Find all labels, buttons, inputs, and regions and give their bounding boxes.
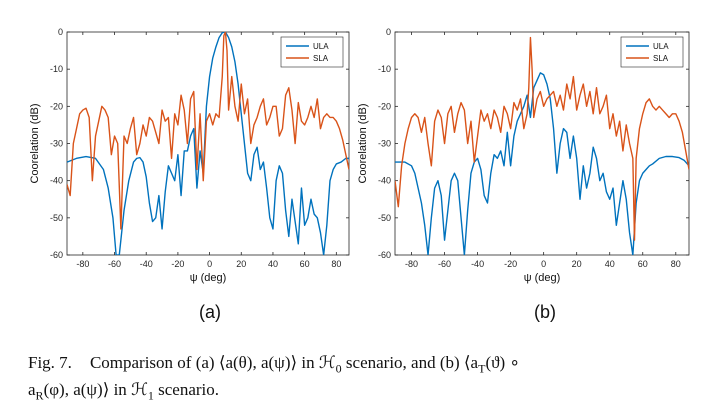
x-tick-label: 0 (207, 259, 212, 269)
caption-h0-sub: 0 (335, 361, 342, 376)
x-tick-label: -80 (405, 259, 418, 269)
y-tick-label: -40 (378, 176, 391, 186)
legend: ULA SLA (280, 36, 344, 68)
y-tick-label: -50 (378, 213, 391, 223)
caption-text-d: a (28, 380, 36, 400)
legend-label-sla: SLA (313, 54, 329, 63)
y-tick-label: -10 (378, 64, 391, 74)
x-tick-label: 20 (572, 259, 582, 269)
panel-label: (b) (534, 302, 556, 322)
caption-h1: ℋ (131, 380, 148, 400)
x-tick-label: -60 (108, 259, 121, 269)
caption-text-e: (φ), a(ψ)⟩ in (43, 380, 132, 400)
chart-panel-a: -80 -60 -40 -20 0 20 40 60 80 0 -10 -20 -30 -40 -50 -60… (29, 27, 350, 322)
x-tick-label: 60 (300, 259, 310, 269)
y-tick-label: -60 (378, 250, 391, 260)
axes-frame (66, 31, 350, 256)
y-axis-label: Coorelation (dB) (357, 103, 369, 183)
y-axis-label: Coorelation (dB) (29, 103, 41, 183)
y-tick-label: 0 (58, 27, 63, 37)
caption-text-a: Comparison of (a) ⟨a(θ), a(ψ)⟩ in (89, 353, 319, 372)
series-line-ula (395, 72, 689, 255)
x-tick-label: 80 (331, 259, 341, 269)
caption-h0: ℋ (318, 353, 336, 372)
y-tick-label: -20 (50, 101, 63, 111)
caption-text-f: scenario. (153, 380, 220, 400)
x-tick-label: 20 (236, 259, 246, 269)
legend-box (280, 36, 344, 68)
legend: ULA SLA (620, 36, 684, 68)
caption-h1-sub: 1 (147, 388, 154, 403)
x-tick-label: -80 (76, 259, 89, 269)
x-tick-label: 40 (268, 259, 278, 269)
caption-text-b: scenario, and (b) ⟨a (341, 353, 479, 372)
legend-box (620, 36, 684, 68)
y-tick-label: -30 (378, 139, 391, 149)
x-axis-label: ψ (deg) (190, 272, 227, 284)
y-tick-label: -20 (378, 101, 391, 111)
x-tick-label: -20 (504, 259, 517, 269)
figure-caption: Fig. 7. Comparison of (a) ⟨a(θ), a(ψ)⟩ in… (28, 352, 698, 407)
caption-label: Fig. 7. (28, 353, 72, 372)
caption-at-sub: T (478, 361, 486, 376)
chart-panel-b: -80 -60 -40 -20 0 20 40 60 80 0 -10 -20 -30 -40 -50 -60… (357, 27, 690, 322)
x-tick-label: -60 (438, 259, 451, 269)
series-line-sla (395, 36, 689, 241)
x-tick-label: 40 (605, 259, 615, 269)
x-tick-label: 80 (671, 259, 681, 269)
y-tick-label: -10 (50, 64, 63, 74)
x-tick-label: -20 (171, 259, 184, 269)
x-axis-label: ψ (deg) (524, 272, 561, 284)
y-tick-label: -50 (50, 213, 63, 223)
series-line-ula (67, 32, 349, 255)
caption-text-c: (ϑ) ∘ (485, 353, 521, 372)
legend-label-sla: SLA (653, 54, 669, 63)
legend-label-ula: ULA (653, 42, 669, 51)
panel-label: (a) (199, 302, 221, 322)
y-tick-label: -60 (50, 250, 63, 260)
x-tick-label: 60 (638, 259, 648, 269)
series-line-sla (67, 32, 349, 230)
legend-label-ula: ULA (313, 42, 329, 51)
x-tick-label: 0 (541, 259, 546, 269)
caption-ar-sub: R (35, 388, 44, 403)
x-tick-label: -40 (140, 259, 153, 269)
y-tick-label: -40 (50, 176, 63, 186)
y-tick-label: -30 (50, 139, 63, 149)
x-tick-label: -40 (471, 259, 484, 269)
y-tick-label: 0 (386, 27, 391, 37)
